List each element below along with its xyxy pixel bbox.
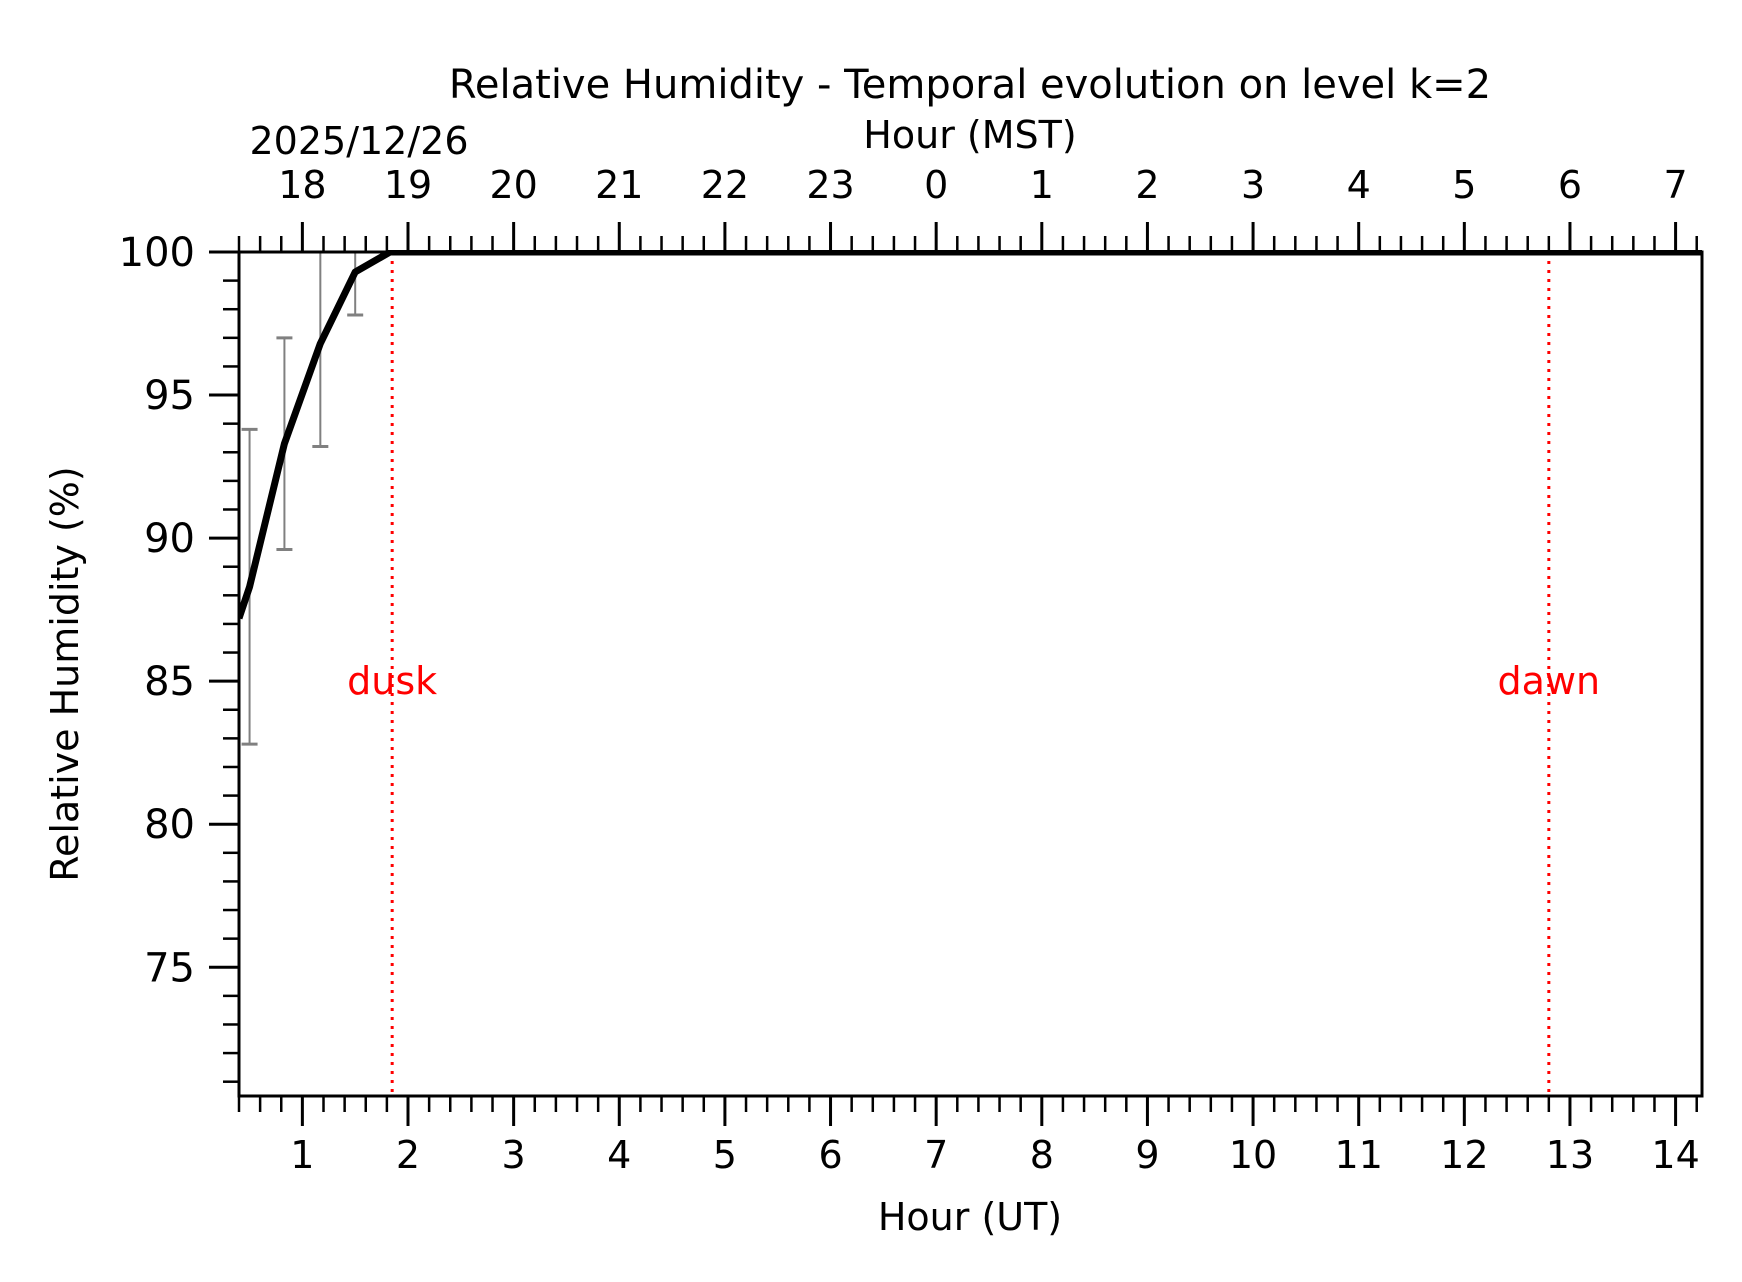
- dusk-label: dusk: [347, 659, 437, 703]
- y-tick-label: 90: [144, 516, 195, 562]
- x-tick-label: 11: [1335, 1133, 1383, 1177]
- y-axis-label: Relative Humidity (%): [43, 466, 87, 881]
- x-tick-label: 12: [1440, 1133, 1488, 1177]
- top-tick-label: 19: [384, 163, 432, 207]
- x-tick-label: 8: [1030, 1133, 1054, 1177]
- y-tick-label: 80: [144, 802, 195, 848]
- axes: 1182193204215226237081921031141251361477…: [119, 163, 1700, 1177]
- top-tick-label: 5: [1452, 163, 1476, 207]
- top-tick-label: 3: [1241, 163, 1265, 207]
- top-tick-label: 2: [1135, 163, 1159, 207]
- x-axis-label: Hour (UT): [878, 1195, 1062, 1239]
- top-tick-label: 18: [278, 163, 326, 207]
- x-tick-label: 13: [1546, 1133, 1594, 1177]
- top-axis-label: Hour (MST): [863, 113, 1076, 157]
- date-label: 2025/12/26: [249, 119, 468, 163]
- y-tick-label: 75: [144, 945, 195, 991]
- x-tick-label: 6: [818, 1133, 842, 1177]
- chart-title: Relative Humidity - Temporal evolution o…: [449, 62, 1491, 108]
- x-tick-label: 2: [396, 1133, 420, 1177]
- x-tick-label: 9: [1135, 1133, 1159, 1177]
- y-tick-label: 100: [119, 230, 195, 276]
- top-tick-label: 7: [1663, 163, 1687, 207]
- top-tick-label: 4: [1347, 163, 1371, 207]
- series-line-0: [239, 250, 1702, 620]
- x-tick-label: 4: [607, 1133, 631, 1177]
- top-tick-label: 6: [1558, 163, 1582, 207]
- y-tick-label: 95: [144, 373, 195, 419]
- top-tick-label: 1: [1030, 163, 1054, 207]
- top-tick-label: 0: [924, 163, 948, 207]
- x-tick-label: 5: [713, 1133, 737, 1177]
- x-tick-label: 14: [1651, 1133, 1699, 1177]
- top-tick-label: 20: [489, 163, 537, 207]
- top-tick-label: 22: [701, 163, 749, 207]
- plot-data-group: [239, 250, 1702, 1096]
- top-tick-label: 23: [806, 163, 854, 207]
- x-tick-label: 3: [502, 1133, 526, 1177]
- y-tick-label: 85: [144, 659, 195, 705]
- plot-area: dusk dawn: [239, 250, 1702, 1096]
- dawn-label: dawn: [1498, 659, 1601, 703]
- x-tick-label: 7: [924, 1133, 948, 1177]
- plot-frame: [237, 250, 1704, 1098]
- x-tick-label: 10: [1229, 1133, 1277, 1177]
- x-tick-label: 1: [290, 1133, 314, 1177]
- top-tick-label: 21: [595, 163, 643, 207]
